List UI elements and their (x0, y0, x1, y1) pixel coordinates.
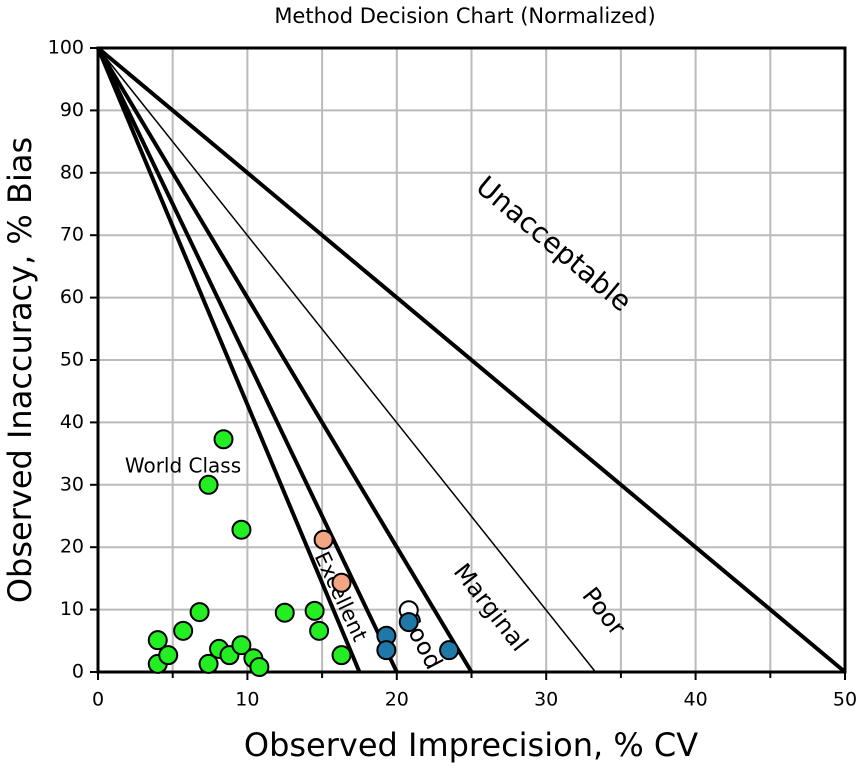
decision-line (96, 46, 847, 674)
point (231, 519, 252, 540)
point (249, 657, 270, 678)
point (198, 653, 219, 674)
point (147, 630, 168, 651)
point (439, 640, 460, 661)
region-label: World Class (125, 454, 241, 478)
y-tick-label: 40 (60, 411, 84, 433)
point (213, 429, 234, 450)
x-tick-label: 0 (92, 689, 104, 711)
y-tick-label: 90 (60, 99, 84, 121)
y-tick-label: 20 (60, 536, 84, 558)
point (189, 602, 210, 623)
chart-title: Method Decision Chart (Normalized) (274, 4, 655, 28)
point (173, 620, 194, 641)
x-tick-label: 20 (385, 689, 409, 711)
y-tick-label: 60 (60, 286, 84, 308)
point (313, 529, 334, 550)
point (376, 640, 397, 661)
y-tick-label: 0 (72, 661, 84, 683)
decision-line (96, 47, 399, 673)
x-tick-label: 40 (684, 689, 708, 711)
decision-line (96, 47, 362, 673)
point (158, 645, 179, 666)
x-tick-label: 50 (833, 689, 857, 711)
y-tick-label: 10 (60, 598, 84, 620)
y-tick-label: 30 (60, 473, 84, 495)
x-axis-label: Observed Imprecision, % CV (244, 726, 698, 764)
point (198, 474, 219, 495)
decision-line (97, 47, 597, 673)
y-tick-label: 70 (60, 224, 84, 246)
decision-line (96, 46, 474, 674)
point (331, 645, 352, 666)
region-label: Marginal (448, 558, 534, 657)
point (231, 635, 252, 656)
point (331, 572, 352, 593)
region-label: Poor (576, 582, 631, 641)
y-tick-label: 100 (48, 37, 84, 59)
x-tick-label: 10 (235, 689, 259, 711)
point (398, 612, 419, 633)
point (274, 602, 295, 623)
y-tick-label: 50 (60, 349, 84, 371)
x-tick-label: 30 (534, 689, 558, 711)
region-label: Unacceptable (470, 169, 638, 318)
y-tick-label: 80 (60, 161, 84, 183)
point (309, 620, 330, 641)
y-axis-label: Observed Inaccuracy, % Bias (1, 137, 39, 603)
point (304, 600, 325, 621)
